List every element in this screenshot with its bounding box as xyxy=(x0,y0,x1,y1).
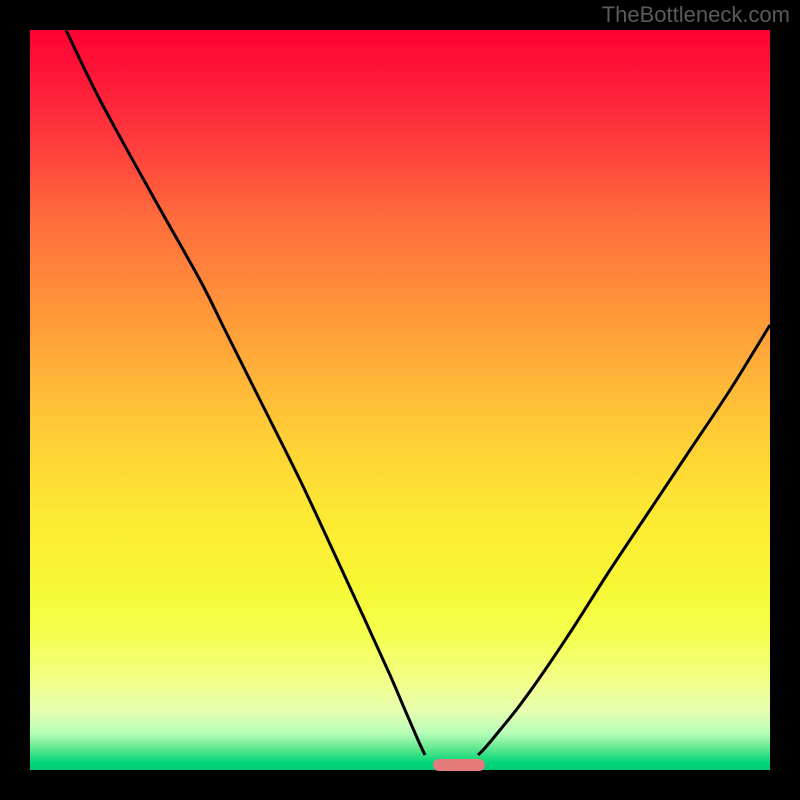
optimal-marker xyxy=(433,759,485,771)
bottleneck-chart xyxy=(0,0,800,800)
gradient-background xyxy=(30,30,770,770)
watermark-text: TheBottleneck.com xyxy=(602,2,790,28)
chart-svg xyxy=(0,0,800,800)
